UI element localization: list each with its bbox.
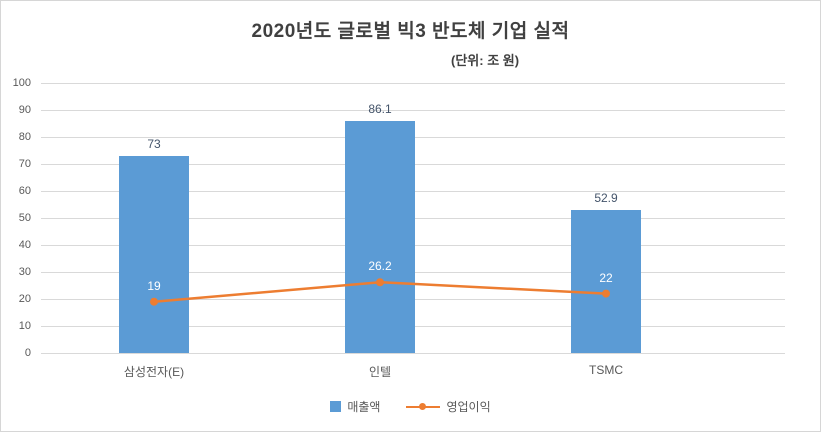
line-marker: [376, 278, 384, 287]
bar-legend-swatch: [330, 401, 342, 412]
line-value-label: 22: [599, 270, 613, 285]
line-value-label: 26.2: [368, 259, 392, 274]
y-axis-tick-label: 20: [18, 293, 31, 305]
x-axis-category-label: TSMC: [589, 363, 623, 377]
line-marker: [602, 289, 610, 298]
legend-label: 영업이익: [446, 400, 491, 414]
y-axis-tick-label: 60: [18, 185, 31, 197]
legend-item: 매출액: [330, 398, 380, 415]
y-axis-tick-label: 70: [18, 158, 31, 170]
y-axis-tick-label: 90: [18, 104, 31, 116]
gridline: [41, 83, 785, 84]
y-axis-tick-label: 10: [18, 320, 31, 332]
bar-value-label: 86.1: [368, 101, 392, 116]
legend-label: 매출액: [347, 400, 381, 414]
y-axis-tick-label: 50: [18, 212, 31, 224]
y-axis-tick-label: 40: [18, 239, 31, 251]
x-axis-category-label: 인텔: [368, 365, 392, 379]
revenue-bar: [571, 210, 641, 353]
line-marker: [150, 297, 158, 306]
legend: 매출액 영업이익: [1, 398, 820, 415]
bar-value-label: 52.9: [594, 191, 618, 206]
bar-value-label: 73: [147, 136, 161, 151]
chart-title: 2020년도 글로벌 빅3 반도체 기업 실적: [251, 21, 570, 42]
gridline: [41, 110, 785, 111]
revenue-bar: [345, 120, 415, 353]
gridline: [41, 353, 785, 354]
revenue-bar: [119, 155, 189, 353]
line-value-label: 19: [147, 278, 161, 293]
y-axis-tick-label: 0: [24, 347, 31, 359]
x-axis-category-label: 삼성전자(E): [123, 365, 185, 379]
y-axis-tick-label: 100: [12, 77, 31, 89]
line-legend-swatch: [406, 401, 441, 412]
y-axis-tick-label: 30: [18, 266, 31, 278]
legend-item: 영업이익: [406, 398, 491, 415]
y-axis-tick-label: 80: [18, 131, 31, 143]
chart-unit-label: (단위: 조 원): [451, 53, 520, 68]
